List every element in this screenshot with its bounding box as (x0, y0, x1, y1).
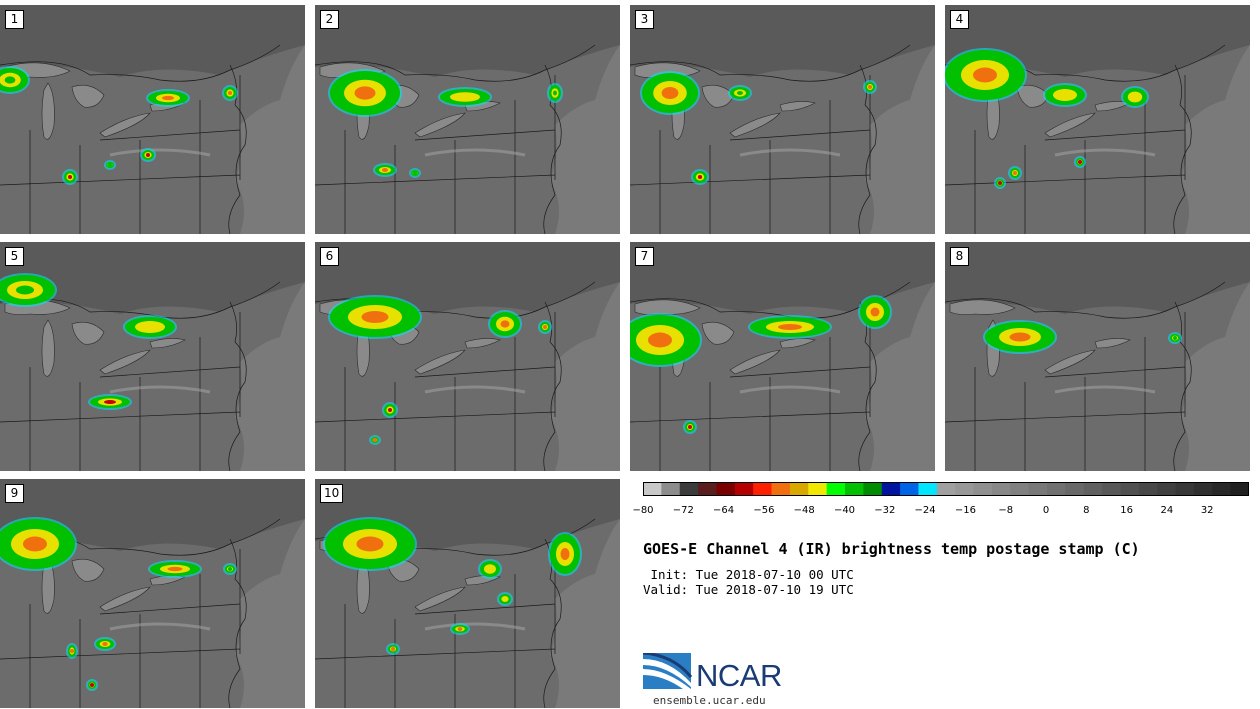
ncar-logo-icon (643, 653, 693, 689)
map-panel-image (630, 242, 935, 471)
colorbar-cell (1102, 482, 1121, 496)
member-panel: 4 (945, 5, 1250, 234)
figure-title: GOES-E Channel 4 (IR) brightness temp po… (643, 540, 1140, 558)
map-panel-image (315, 479, 620, 708)
colorbar-cell (698, 482, 717, 496)
colorbar-tick-label: −16 (954, 505, 976, 516)
colorbar-cell (1083, 482, 1103, 496)
colorbar-tick-label: −72 (672, 505, 694, 516)
colorbar-tick-label: −48 (793, 505, 815, 516)
map-panel-image (630, 5, 935, 234)
init-time: Init: Tue 2018-07-10 00 UTC (643, 567, 854, 582)
colorbar-cell (826, 482, 846, 496)
panel-number: 1 (5, 10, 24, 29)
colorbar-cell (845, 482, 864, 496)
map-panel-image (945, 242, 1250, 471)
logo-text: NCAR (696, 658, 782, 693)
member-panel: 3 (630, 5, 935, 234)
colorbar-cell (771, 482, 791, 496)
colorbar-cell (661, 482, 681, 496)
valid-time: Valid: Tue 2018-07-10 19 UTC (643, 582, 854, 597)
colorbar-tick-label: −8 (998, 505, 1014, 516)
colorbar-tick-label: −32 (874, 505, 896, 516)
colorbar-tick-label: 24 (1160, 505, 1174, 516)
panel-number: 10 (320, 484, 344, 503)
colorbar-cell (863, 482, 883, 496)
colorbar-cell (679, 482, 699, 496)
colorbar-cell (1138, 482, 1158, 496)
colorbar-cell (1193, 482, 1213, 496)
panel-number: 5 (5, 247, 24, 266)
colorbar-cell (900, 482, 919, 496)
colorbar-cell (1175, 482, 1195, 496)
colorbar-tick-label: −64 (713, 505, 735, 516)
colorbar-cell (955, 482, 975, 496)
panel-number: 3 (635, 10, 654, 29)
colorbar-cell (1065, 482, 1085, 496)
colorbar-cell (753, 482, 773, 496)
member-panel: 8 (945, 242, 1250, 471)
colorbar-cell (918, 482, 938, 496)
panel-number: 7 (635, 247, 654, 266)
map-panel-image (0, 479, 305, 708)
colorbar-cell (1028, 482, 1048, 496)
colorbar-cell (716, 482, 736, 496)
panel-number: 2 (320, 10, 339, 29)
colorbar-cell (1047, 482, 1066, 496)
colorbar-cell (973, 482, 993, 496)
colorbar-tick-label: 32 (1200, 505, 1214, 516)
colorbar-cell (643, 482, 662, 496)
logo-url: ensemble.ucar.edu (653, 694, 766, 707)
map-panel-image (0, 5, 305, 234)
colorbar-cell (1212, 482, 1232, 496)
colorbar-cell (1230, 482, 1249, 496)
panel-number: 8 (950, 247, 969, 266)
map-panel-image (315, 5, 620, 234)
colorbar-cell (1120, 482, 1140, 496)
member-panel: 5 (0, 242, 305, 471)
panel-number: 6 (320, 247, 339, 266)
member-panel: 1 (0, 5, 305, 234)
colorbar-tick-label: 8 (1083, 505, 1090, 516)
member-panel: 6 (315, 242, 620, 471)
colorbar-tick-label: −56 (753, 505, 775, 516)
colorbar-cell (1010, 482, 1030, 496)
map-panel-image (315, 242, 620, 471)
member-panel: 2 (315, 5, 620, 234)
member-panel: 7 (630, 242, 935, 471)
member-panel: 9 (0, 479, 305, 708)
map-panel-image (0, 242, 305, 471)
colorbar (643, 482, 1249, 496)
colorbar-tick-label: −40 (833, 505, 856, 516)
colorbar-tick-label: −80 (632, 505, 654, 516)
colorbar-cell (734, 482, 754, 496)
colorbar-cell (1157, 482, 1177, 496)
colorbar-cell (936, 482, 956, 496)
colorbar-tick-label: 0 (1042, 505, 1050, 516)
colorbar-cell (789, 482, 809, 496)
colorbar-cell (991, 482, 1011, 496)
map-panel-image (945, 5, 1250, 234)
colorbar-cell (881, 482, 901, 496)
colorbar-tick-label: −24 (914, 505, 936, 516)
colorbar-tick-label: 16 (1120, 505, 1133, 516)
member-panel: 10 (315, 479, 620, 708)
panel-number: 9 (5, 484, 24, 503)
panel-number: 4 (950, 10, 969, 29)
colorbar-cell (808, 482, 828, 496)
